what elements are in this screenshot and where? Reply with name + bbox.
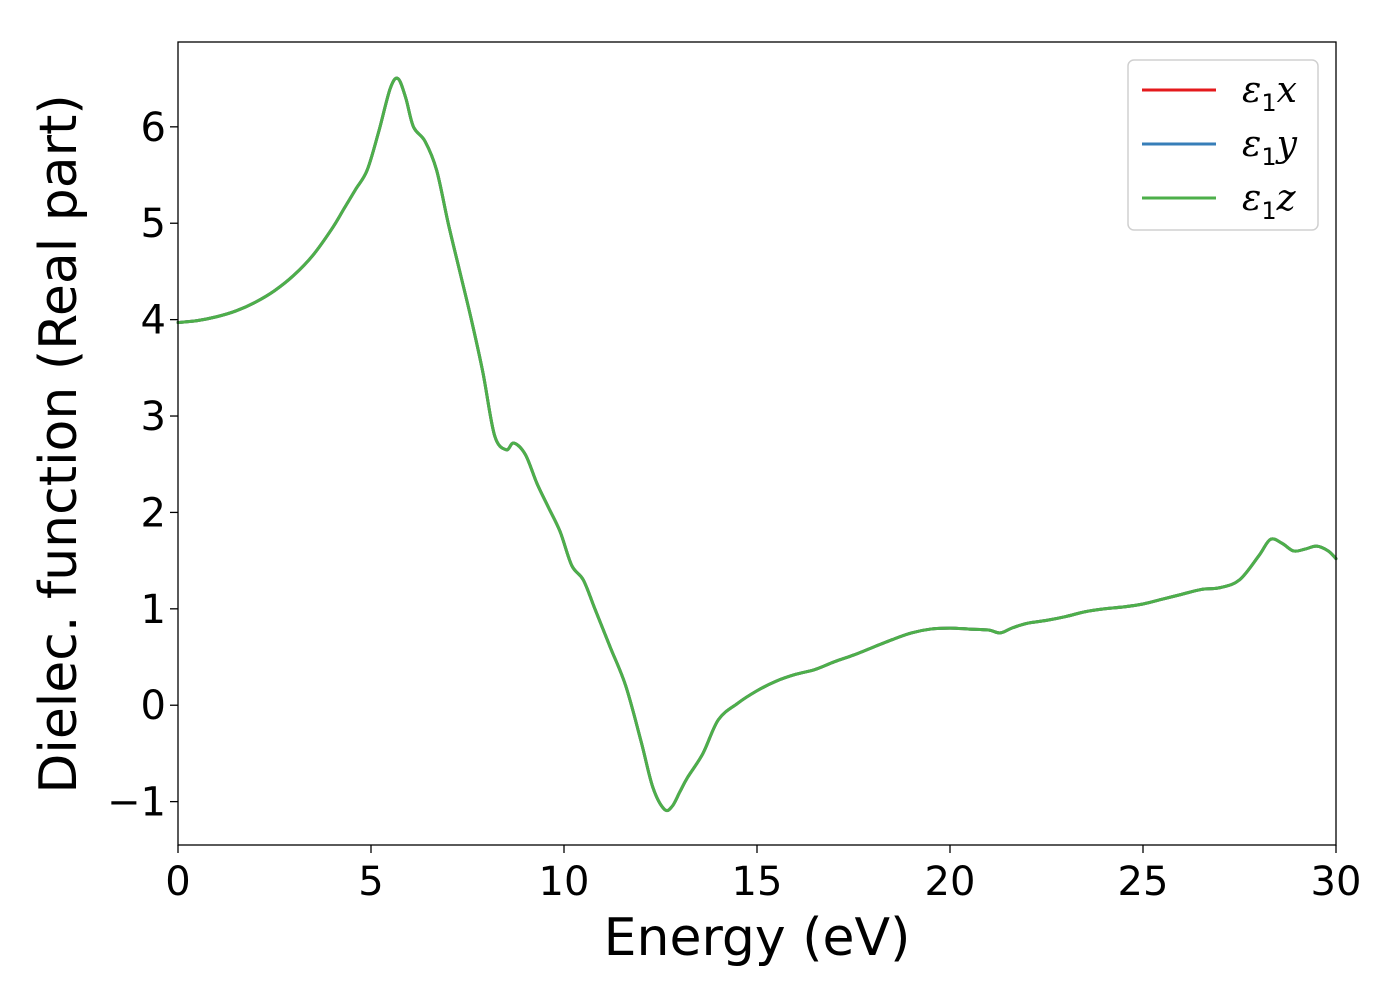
y-tick-label: 4 [141,298,166,344]
y-axis-title: Dielec. function (Real part) [29,94,89,793]
y-tick-label: 6 [141,105,166,151]
y-axis: −1 0 1 2 3 4 5 6 [107,105,178,826]
legend-box [1127,59,1319,231]
y-tick-label: 2 [141,490,166,536]
x-axis: 0 5 10 15 20 25 30 [165,845,1361,905]
x-tick-label: 20 [925,859,976,905]
y-tick-label: 1 [141,587,166,633]
x-tick-label: 30 [1311,859,1362,905]
x-tick-label: 10 [539,859,590,905]
series-line-3 [176,76,1338,813]
x-tick-label: 0 [165,859,190,905]
series-layer [176,76,1338,813]
x-axis-title: Energy (eV) [604,908,911,968]
y-tick-label: 3 [141,394,166,440]
x-tick-label: 5 [358,859,383,905]
x-tick-label: 25 [1118,859,1169,905]
y-tick-label: −1 [107,780,166,826]
x-tick-label: 15 [732,859,783,905]
y-tick-label: 0 [141,683,166,729]
y-tick-label: 5 [141,201,166,247]
legend-label-3: ε1z [1242,178,1297,225]
